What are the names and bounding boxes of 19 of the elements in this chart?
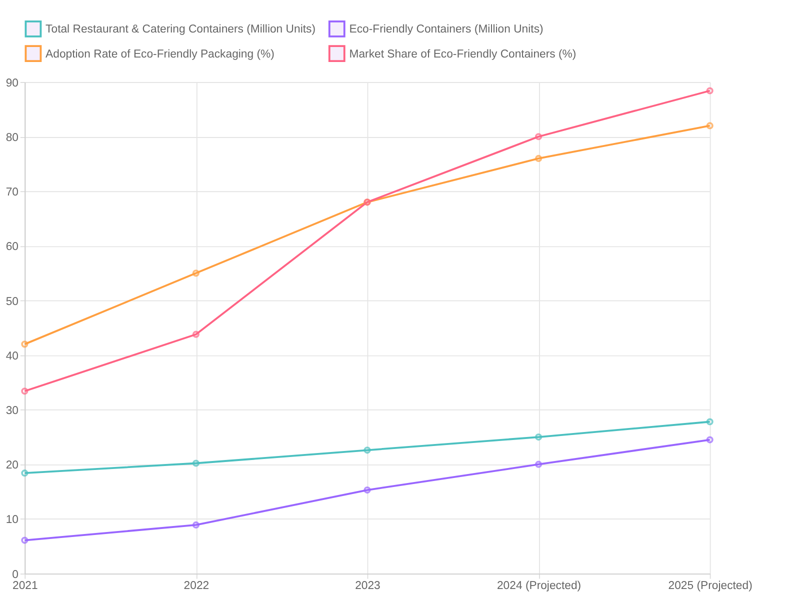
legend-label: Adoption Rate of Eco-Friendly Packaging (%) [46,48,275,60]
y-tick-label: 0 [12,568,19,581]
legend-label: Eco-Friendly Containers (Million Units) [349,24,544,36]
legend-label: Total Restaurant & Catering Containers (Million Units) [46,24,316,36]
y-tick-label: 50 [6,296,19,308]
x-tick-label: 2025 (Projected) [668,580,753,592]
y-tick-label: 30 [6,405,19,417]
y-tick-label: 40 [6,350,19,362]
legend-label: Market Share of Eco-Friendly Containers (%) [349,48,576,60]
y-tick-label: 90 [6,77,19,90]
y-tick-label: 70 [6,186,19,199]
x-tick-label: 2021 [12,580,38,592]
y-tick-label: 10 [6,514,19,526]
x-tick-label: 2024 (Projected) [496,580,582,592]
x-tick-label: 2023 [355,580,380,592]
y-tick-label: 60 [6,241,19,254]
x-tick-label: 2022 [184,580,210,592]
y-tick-label: 20 [6,460,19,472]
y-tick-label: 80 [6,132,19,144]
